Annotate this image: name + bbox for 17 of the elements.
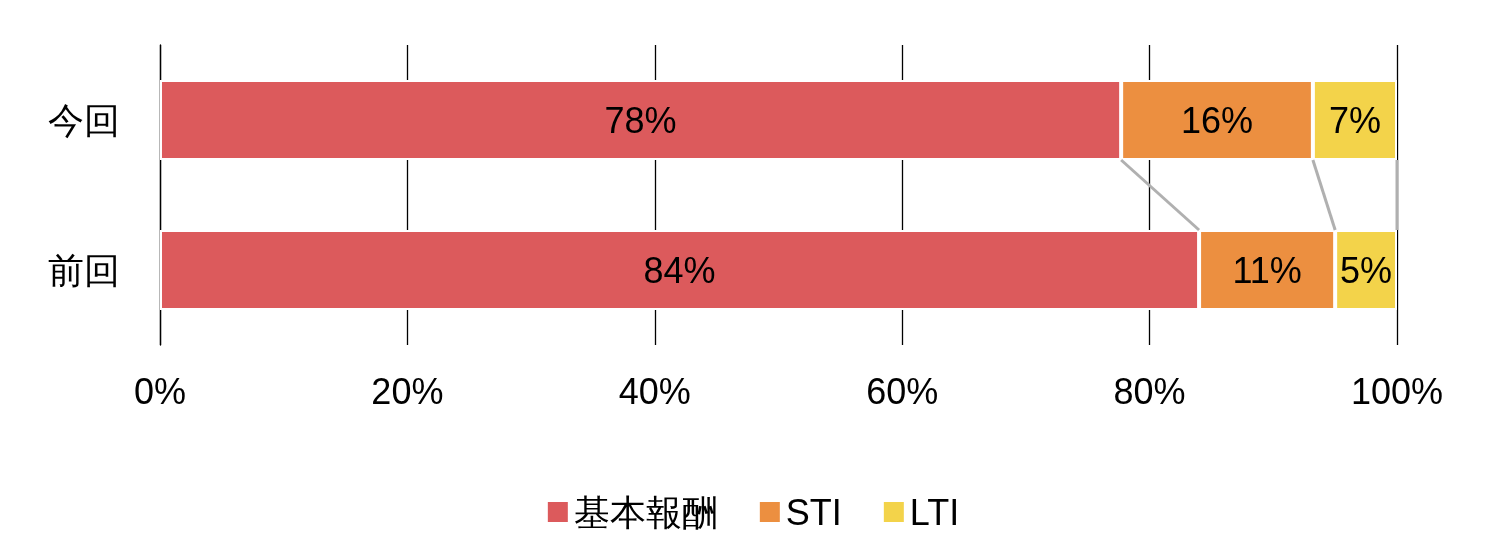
data-label: 16%: [1180, 99, 1254, 141]
data-label: 84%: [643, 249, 716, 291]
y-tick-label: 前回: [48, 249, 120, 291]
x-tick-label: 40%: [618, 370, 691, 412]
x-tick-label: 80%: [1113, 370, 1186, 412]
y-tick-label: 今回: [48, 99, 120, 141]
data-label: 7%: [1328, 99, 1381, 141]
data-label: 11%: [1232, 249, 1302, 291]
x-tick-label: 100%: [1350, 370, 1444, 412]
legend-label: 基本報酬: [573, 491, 718, 533]
legend-label: STI: [785, 491, 842, 533]
data-label: 78%: [604, 99, 677, 141]
x-tick-label: 0%: [133, 370, 187, 412]
data-label: 5%: [1340, 249, 1393, 291]
x-tick-label: 20%: [371, 370, 444, 412]
legend-label: LTI: [909, 491, 960, 533]
x-tick-label: 60%: [866, 370, 939, 412]
